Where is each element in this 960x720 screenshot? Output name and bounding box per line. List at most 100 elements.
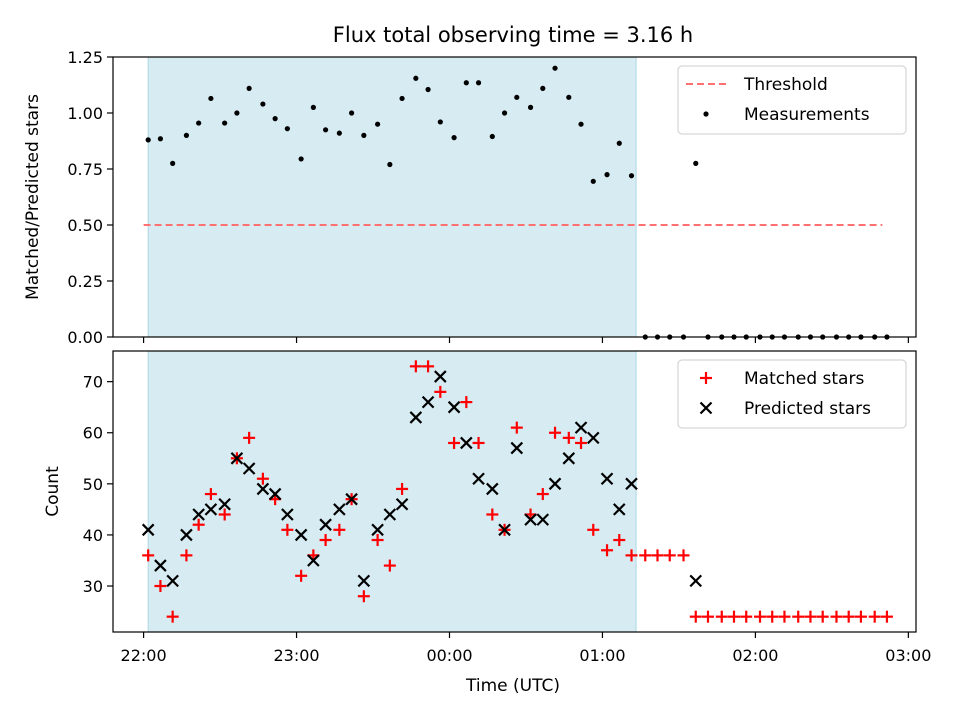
data-point	[157, 136, 164, 142]
data-point	[753, 610, 766, 623]
data-point	[651, 549, 664, 562]
data-point	[319, 518, 332, 531]
y-tick-label: 0.75	[67, 160, 103, 179]
y-tick-label: 0.50	[67, 216, 103, 235]
data-point	[333, 503, 346, 516]
data-point	[578, 121, 584, 127]
data-point	[437, 119, 443, 125]
y-tick-label: 40	[83, 526, 103, 545]
data-point	[472, 436, 485, 449]
x-tick-label: 23:00	[273, 646, 319, 665]
data-point	[180, 549, 193, 562]
axes-frame	[112, 350, 917, 633]
data-point	[460, 396, 473, 409]
y-tick-label: 50	[83, 475, 103, 494]
data-point	[183, 132, 190, 138]
data-point	[566, 94, 572, 100]
legend-entry: Measurements	[703, 105, 870, 125]
data-point	[361, 132, 367, 138]
data-point	[243, 431, 256, 444]
data-point	[357, 590, 370, 603]
data-point	[677, 549, 690, 562]
data-point	[357, 574, 371, 588]
data-point	[268, 487, 282, 501]
data-point	[689, 574, 703, 588]
data-point	[222, 120, 228, 126]
data-point	[613, 534, 626, 547]
data-point	[281, 508, 294, 521]
data-point	[451, 135, 457, 141]
data-point	[409, 411, 423, 424]
data-point	[625, 549, 638, 562]
data-point	[527, 104, 534, 110]
y-tick-label: 0.00	[67, 328, 103, 347]
data-point	[700, 372, 712, 384]
data-point	[463, 80, 469, 86]
data-point	[715, 610, 728, 623]
data-point	[256, 482, 270, 496]
data-point	[422, 360, 435, 373]
data-point	[154, 559, 167, 572]
x-axis-label: Time (UTC)	[465, 676, 560, 696]
data-point	[145, 137, 151, 143]
y-tick-label: 70	[83, 373, 103, 392]
legend: Matched stars Predicted stars	[677, 359, 907, 429]
data-point	[425, 86, 431, 93]
data-point	[383, 559, 396, 572]
legend-entry: Matched stars	[700, 369, 864, 389]
data-point	[434, 385, 447, 398]
x-tick-label: 01:00	[579, 646, 625, 665]
x-tick-label: 02:00	[732, 646, 778, 665]
data-point	[192, 508, 205, 521]
panel-1: 0.00 0.25 0.50 0.75 1.00 1.25 Matched/Predicte…	[23, 48, 917, 347]
data-point	[383, 508, 397, 521]
data-point	[475, 80, 482, 86]
data-point	[298, 156, 304, 162]
data-point	[501, 110, 508, 116]
x-tick-label: 03:00	[885, 646, 931, 665]
data-point	[552, 65, 558, 71]
data-point	[472, 472, 485, 486]
data-point	[804, 610, 817, 623]
data-point	[281, 523, 294, 536]
data-point	[218, 508, 231, 521]
data-point	[575, 436, 588, 449]
data-point	[854, 610, 867, 623]
data-point	[218, 497, 231, 511]
axes-frame	[112, 56, 917, 338]
data-point	[562, 431, 575, 444]
legend-entry: Threshold	[686, 75, 828, 95]
data-point	[574, 421, 588, 434]
data-point	[616, 140, 622, 146]
x-tick-label: 00:00	[426, 646, 472, 665]
data-point	[536, 513, 550, 526]
data-point	[142, 549, 155, 562]
data-point	[612, 503, 626, 516]
data-point	[625, 477, 638, 491]
y-tick-label: 1.25	[67, 48, 103, 67]
data-point	[486, 508, 499, 521]
data-point	[868, 610, 881, 623]
data-point	[880, 610, 893, 623]
data-point	[421, 395, 435, 409]
data-point	[336, 130, 342, 136]
legend-label: Measurements	[744, 105, 870, 125]
data-point	[447, 400, 461, 414]
series-predicted-stars	[141, 370, 703, 588]
data-point	[562, 452, 576, 465]
data-point	[307, 554, 320, 567]
y-axis-label: Count	[43, 466, 63, 517]
y-tick-label: 60	[83, 424, 103, 443]
data-point	[604, 172, 610, 178]
data-point	[689, 610, 702, 623]
legend-label: Predicted stars	[744, 399, 871, 419]
data-point	[727, 610, 740, 623]
y-tick-label: 0.25	[67, 272, 103, 291]
data-point	[208, 95, 214, 102]
data-point	[524, 513, 537, 526]
data-point	[639, 549, 652, 562]
data-point	[434, 370, 447, 383]
data-point	[333, 523, 346, 536]
chart-title: Flux total observing time = 3.16 h	[333, 23, 693, 47]
